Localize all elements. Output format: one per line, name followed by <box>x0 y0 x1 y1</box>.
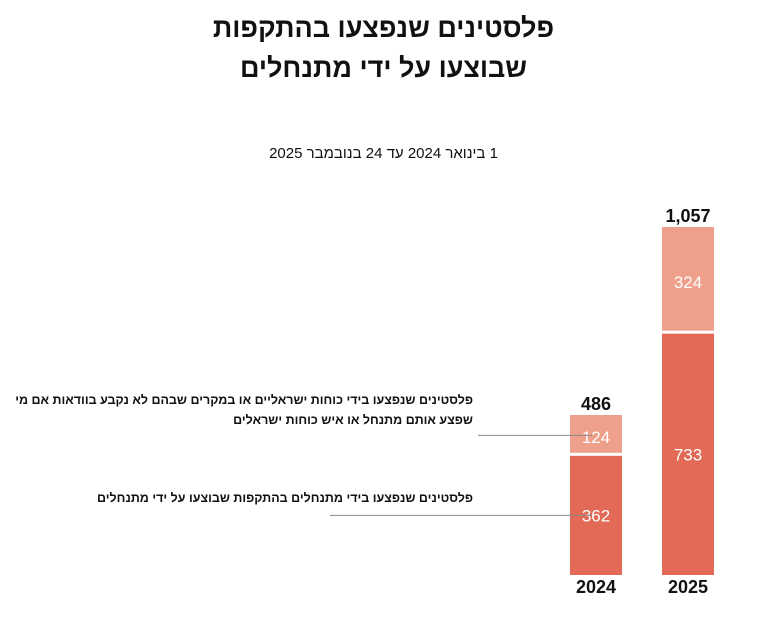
chart-title-line-2: שבוצעו על ידי מתנחלים <box>239 53 528 83</box>
x-tick-label-2025: 2025 <box>668 577 708 597</box>
total-label-2024: 486 <box>581 394 611 414</box>
total-label-2025: 1,057 <box>665 206 710 226</box>
value-label-2024-series-2: 124 <box>582 428 610 447</box>
value-label-2025-series-2: 324 <box>674 273 702 292</box>
chart-title-line-1: פלסטינים שנפצעו בהתקפות <box>212 13 555 43</box>
legend-label-forces-or-unclear: פלסטינים שנפצעו בידי כוחות ישראליים או ב… <box>15 393 473 427</box>
value-label-2025-series-1: 733 <box>674 445 702 464</box>
legend-label-settlers: פלסטינים שנפצעו בידי מתנחלים בהתקפות שבו… <box>97 491 473 505</box>
x-tick-label-2024: 2024 <box>576 577 616 597</box>
bar-2025-series-2 <box>662 227 714 331</box>
bar-2024-series-2 <box>570 414 622 453</box>
chart-subtitle: 1 בינואר 2024 עד 24 בנובמבר 2025 <box>269 145 498 162</box>
bar-2025-series-1 <box>662 333 714 575</box>
value-label-2024-series-1: 362 <box>582 506 610 525</box>
